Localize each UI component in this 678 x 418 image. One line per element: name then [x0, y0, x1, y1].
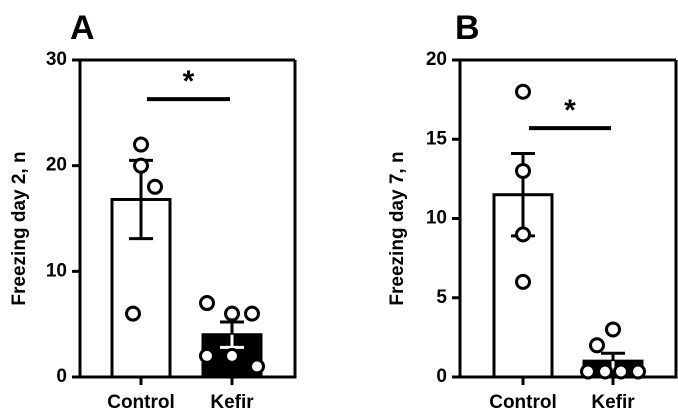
data-point	[147, 178, 163, 195]
y-tick-label: 10	[426, 208, 447, 229]
data-point	[630, 363, 646, 380]
panel-a: A 0 10 20 30 Freezing day 2, n Control Kefir *	[9, 9, 297, 413]
panel-b: B 0 5 10 15 20 Freezing day 7, n Control Kefir *	[387, 9, 678, 413]
panel-letter: A	[70, 9, 95, 47]
x-tick-label: Kefir	[210, 392, 254, 413]
data-point	[199, 295, 215, 312]
y-tick-label: 20	[426, 49, 447, 70]
data-point	[613, 363, 629, 380]
y-axis-title: Freezing day 2, n	[9, 151, 30, 305]
data-point	[605, 321, 621, 338]
y-tick-label: 20	[46, 155, 67, 176]
data-point	[244, 305, 260, 322]
data-point	[597, 363, 613, 380]
data-point	[580, 363, 596, 380]
data-point	[133, 136, 149, 153]
data-point	[515, 273, 531, 290]
y-tick-label: 0	[436, 366, 447, 387]
data-point	[224, 305, 240, 322]
y-tick-label: 10	[46, 260, 67, 281]
data-point	[515, 83, 531, 100]
x-tick-label: Control	[107, 392, 175, 413]
significance-marker: *	[564, 94, 576, 127]
y-tick-label: 0	[56, 366, 67, 387]
data-point	[133, 157, 149, 174]
x-tick-label: Control	[489, 392, 557, 413]
data-point	[515, 162, 531, 179]
y-axis-title: Freezing day 7, n	[387, 151, 408, 305]
data-point	[515, 226, 531, 243]
y-tick-label: 5	[436, 287, 447, 308]
data-point	[125, 305, 141, 322]
data-point	[199, 347, 215, 364]
data-point	[589, 337, 605, 354]
x-tick-label: Kefir	[591, 392, 635, 413]
data-point	[249, 358, 265, 375]
significance-marker: *	[183, 65, 195, 98]
y-tick-label: 30	[46, 49, 67, 70]
y-tick-label: 15	[426, 128, 448, 149]
panel-letter: B	[455, 9, 480, 47]
data-point	[224, 347, 240, 364]
